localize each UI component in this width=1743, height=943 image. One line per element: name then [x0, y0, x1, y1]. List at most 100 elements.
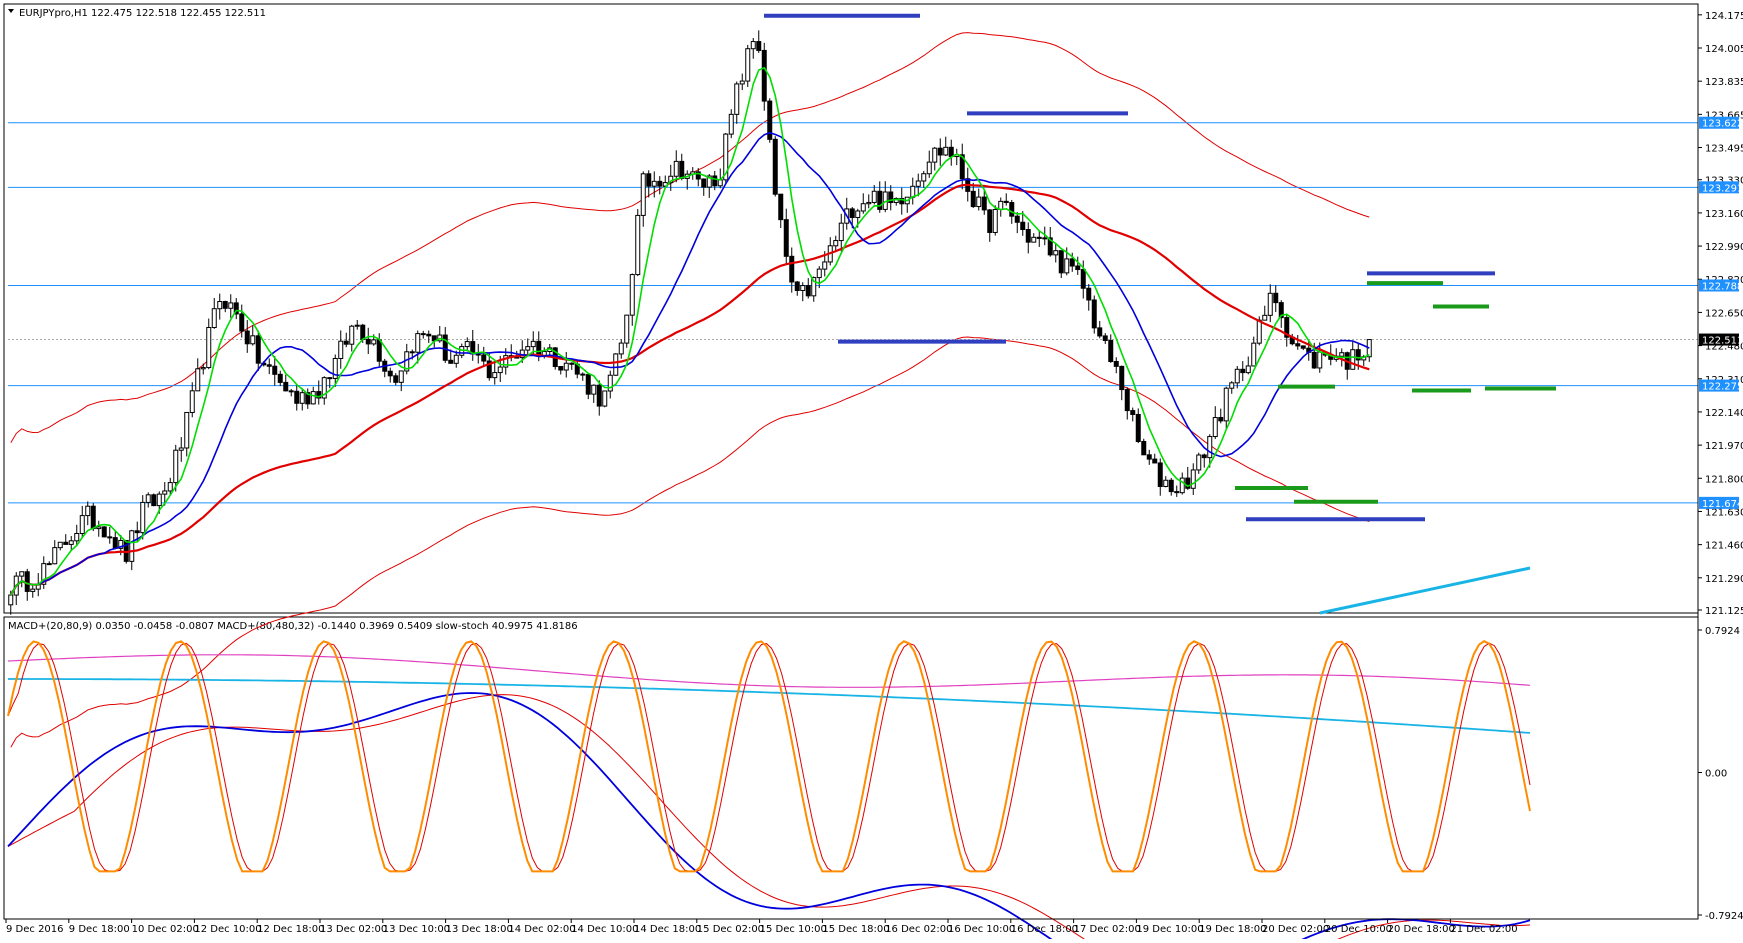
candle-body	[112, 537, 118, 549]
candle-body	[1003, 200, 1009, 204]
price-tick-label: 124.005	[1705, 44, 1743, 55]
price-tick-label: 123.495	[1705, 144, 1743, 155]
candle-body	[871, 190, 877, 203]
candle-body	[789, 255, 795, 283]
candle-body	[921, 173, 927, 182]
candle-body	[756, 41, 762, 51]
candle-body	[723, 133, 729, 181]
current-price-tag-label: 122.511	[1702, 336, 1743, 347]
lower-envelope	[10, 336, 1370, 748]
candle-body	[1064, 258, 1070, 274]
candle-body	[1152, 458, 1158, 464]
symbol-header: EURJPYpro,H1 122.475 122.518 122.455 122…	[19, 8, 266, 19]
candle-body	[926, 161, 932, 175]
candle-body	[310, 391, 316, 405]
candle-body	[167, 482, 173, 492]
candle-body	[860, 203, 866, 212]
level-tag	[1699, 279, 1739, 292]
candle-body	[1267, 292, 1273, 316]
time-tick-label: 20 Dec 18:00	[1388, 924, 1455, 935]
candle-body	[1240, 368, 1246, 374]
candle-body	[398, 370, 404, 383]
candle-body	[1069, 258, 1075, 267]
candle-body	[387, 370, 393, 377]
candle-body	[778, 193, 784, 221]
candle-body	[1295, 343, 1301, 347]
price-tick-label: 123.835	[1705, 77, 1743, 88]
time-tick-label: 16 Dec 02:00	[885, 924, 952, 935]
candle-body	[288, 390, 294, 393]
candle-body	[184, 411, 190, 449]
candle-body	[695, 171, 701, 180]
candle-body	[1102, 335, 1108, 341]
time-tick-label: 20 Dec 10:00	[1325, 924, 1392, 935]
candle-body	[481, 354, 487, 362]
candle-body	[1179, 477, 1185, 494]
candle-body	[668, 175, 674, 184]
candle-body	[646, 173, 652, 187]
candle-body	[118, 539, 124, 549]
candle-body	[283, 381, 289, 392]
indicator-tick-label: 0.00	[1705, 769, 1727, 780]
price-tick-label: 121.970	[1705, 441, 1743, 452]
candle-body	[569, 362, 575, 365]
time-tick-label: 12 Dec 10:00	[194, 924, 261, 935]
time-tick-label: 16 Dec 10:00	[948, 924, 1015, 935]
candle-body	[943, 146, 949, 156]
candle-body	[338, 340, 344, 359]
stoch-line	[7, 640, 1531, 873]
candle-body	[673, 160, 679, 177]
candle-body	[712, 175, 718, 187]
candle-body	[1278, 302, 1284, 319]
candle-body	[1339, 352, 1345, 357]
candle-body	[877, 190, 883, 210]
candle-body	[959, 154, 965, 180]
candle-body	[805, 285, 811, 297]
candle-body	[1080, 268, 1086, 289]
candle-body	[937, 147, 943, 156]
stoch-signal-line	[7, 642, 1531, 872]
candle-body	[915, 180, 921, 187]
candle-body	[1350, 349, 1356, 370]
candle-body	[420, 333, 426, 336]
candle-body	[618, 342, 624, 355]
ma-slow-line	[9, 183, 1370, 596]
candle-body	[1124, 389, 1130, 412]
candle-body	[1262, 314, 1268, 321]
indicator-panel-frame	[3, 616, 1699, 920]
candle-body	[558, 366, 564, 371]
candle-body	[1300, 345, 1306, 349]
candle-body	[1174, 491, 1180, 494]
candle-body	[497, 366, 503, 374]
candle-body	[899, 197, 905, 205]
candle-body	[1020, 221, 1026, 231]
candle-body	[244, 330, 250, 345]
candle-body	[981, 196, 987, 211]
indicator-header: MACD+(20,80,9) 0.0350 -0.0458 -0.0807 MA…	[8, 621, 578, 632]
candle-body	[1135, 413, 1141, 442]
candle-body	[189, 390, 195, 413]
time-tick-label: 19 Dec 18:00	[1199, 924, 1266, 935]
candle-body	[24, 571, 30, 592]
candle-body	[1097, 327, 1103, 337]
candle-body	[1256, 319, 1262, 344]
candle-body	[1058, 250, 1064, 274]
candle-body	[1317, 351, 1323, 369]
level-tag	[1699, 379, 1739, 392]
candle-body	[1130, 410, 1136, 415]
candle-body	[888, 191, 894, 204]
candle-body	[1047, 237, 1053, 256]
candle-body	[63, 541, 69, 545]
candle-body	[640, 173, 646, 216]
ma-mid-line	[10, 131, 1370, 596]
candle-body	[41, 563, 47, 585]
candle-body	[299, 392, 305, 404]
candle-body	[107, 536, 113, 539]
menu-triangle-icon[interactable]	[8, 9, 14, 13]
candle-body	[761, 49, 767, 102]
level-tag	[1699, 496, 1739, 509]
candle-body	[453, 354, 459, 364]
candle-body	[1251, 342, 1257, 367]
